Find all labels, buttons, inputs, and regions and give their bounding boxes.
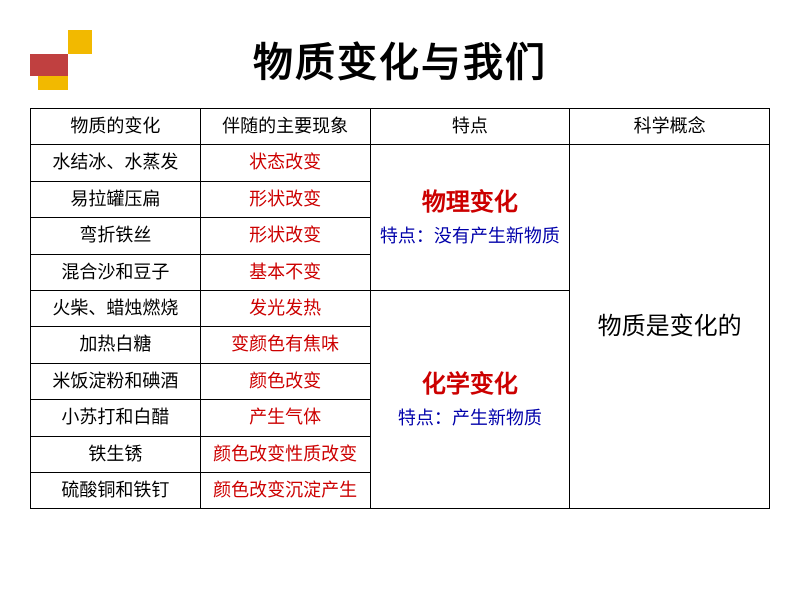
cell-phenomenon: 状态改变	[200, 145, 370, 181]
cell-substance: 铁生锈	[31, 436, 201, 472]
feature-name: 化学变化	[375, 369, 566, 400]
feature-desc-text: 没有产生新物质	[434, 226, 560, 246]
main-table: 物质的变化 伴随的主要现象 特点 科学概念 水结冰、水蒸发 状态改变 物理变化 …	[30, 108, 770, 509]
header-c2: 伴随的主要现象	[200, 109, 370, 145]
feature-name: 物理变化	[375, 187, 566, 218]
header-c3: 特点	[370, 109, 570, 145]
table-row: 水结冰、水蒸发 状态改变 物理变化 特点：没有产生新物质 物质是变化的	[31, 145, 770, 181]
cell-phenomenon: 形状改变	[200, 181, 370, 217]
header-c1: 物质的变化	[31, 109, 201, 145]
cell-phenomenon: 颜色改变沉淀产生	[200, 472, 370, 508]
header-row: 物质的变化 伴随的主要现象 特点 科学概念	[31, 109, 770, 145]
feature-desc-text: 产生新物质	[452, 408, 542, 428]
cell-phenomenon: 基本不变	[200, 254, 370, 290]
feature-desc-label: 特点：	[380, 226, 434, 246]
cell-phenomenon: 发光发热	[200, 290, 370, 326]
cell-substance: 火柴、蜡烛燃烧	[31, 290, 201, 326]
cell-substance: 水结冰、水蒸发	[31, 145, 201, 181]
feature-chemical: 化学变化 特点：产生新物质	[370, 290, 570, 508]
feature-physical: 物理变化 特点：没有产生新物质	[370, 145, 570, 291]
cell-substance: 硫酸铜和铁钉	[31, 472, 201, 508]
feature-desc-label: 特点：	[398, 408, 452, 428]
page-title: 物质变化与我们	[0, 30, 800, 88]
cell-phenomenon: 产生气体	[200, 400, 370, 436]
cell-substance: 加热白糖	[31, 327, 201, 363]
cell-substance: 易拉罐压扁	[31, 181, 201, 217]
cell-substance: 混合沙和豆子	[31, 254, 201, 290]
cell-substance: 小苏打和白醋	[31, 400, 201, 436]
cell-phenomenon: 形状改变	[200, 218, 370, 254]
feature-desc: 特点：产生新物质	[375, 407, 566, 430]
cell-substance: 弯折铁丝	[31, 218, 201, 254]
header-c4: 科学概念	[570, 109, 770, 145]
cell-substance: 米饭淀粉和碘酒	[31, 363, 201, 399]
feature-desc: 特点：没有产生新物质	[375, 225, 566, 248]
concept-text: 物质是变化的	[598, 313, 742, 340]
cell-phenomenon: 颜色改变	[200, 363, 370, 399]
cell-phenomenon: 变颜色有焦味	[200, 327, 370, 363]
cell-phenomenon: 颜色改变性质改变	[200, 436, 370, 472]
concept-cell: 物质是变化的	[570, 145, 770, 509]
